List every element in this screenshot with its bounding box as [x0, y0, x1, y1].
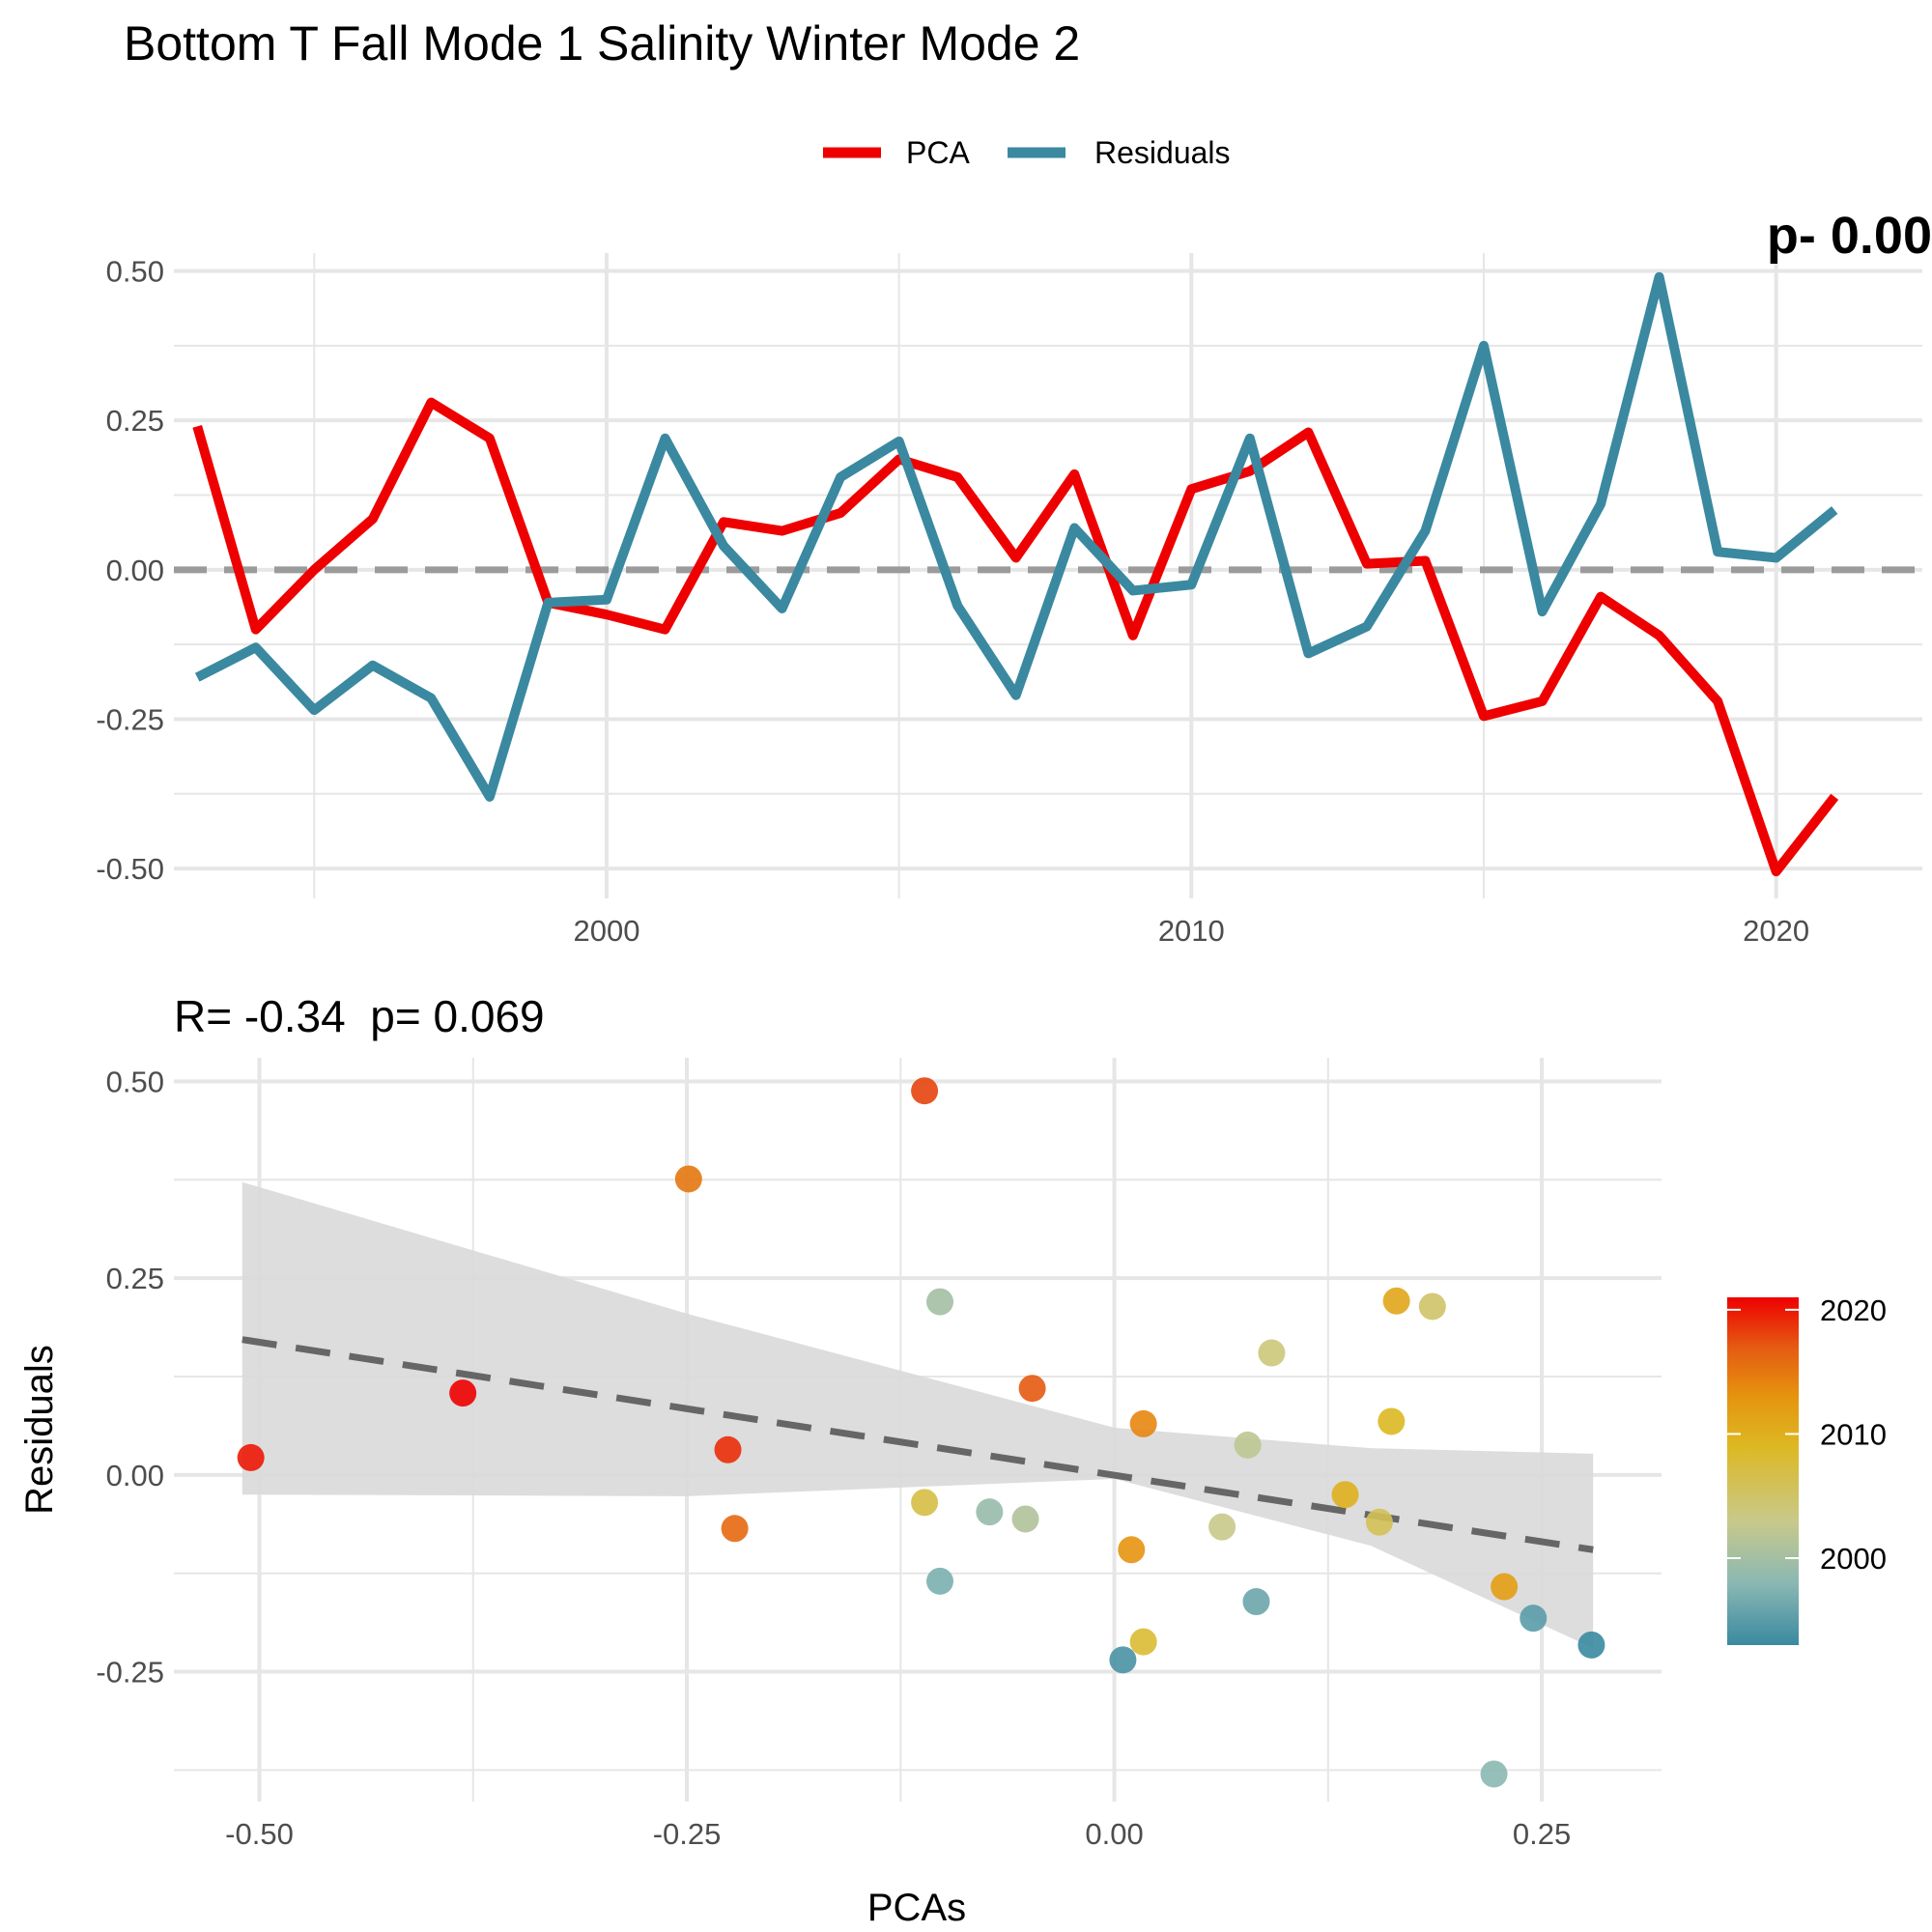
top-y-tick-labels: -0.50 -0.25 0.00 0.25 0.50 [96, 255, 164, 887]
scatter-points [237, 1077, 1605, 1788]
series-line-residuals [194, 271, 1838, 802]
scatter-point [1208, 1513, 1236, 1541]
x-axis-label: PCAs [867, 1887, 966, 1929]
legend-label-residuals: Residuals [1094, 135, 1231, 170]
top-y-tick-label: -0.25 [96, 702, 164, 736]
bottom-x-tick-label: 0.25 [1513, 1817, 1571, 1851]
scatter-title: R= -0.34 p= 0.069 [174, 991, 545, 1041]
legend: PCA Residuals [823, 135, 1231, 170]
scatter-point [237, 1443, 265, 1471]
scatter-point [1234, 1431, 1262, 1459]
scatter-point [1378, 1407, 1406, 1435]
timeseries-panel: -0.50 -0.25 0.00 0.25 0.50 2000 2010 2020 p- 0… [96, 207, 1932, 948]
scatter-point [1258, 1339, 1286, 1367]
scatter-point [721, 1515, 749, 1543]
scatter-point [1018, 1375, 1046, 1403]
scatter-point [1480, 1760, 1508, 1788]
bottom-x-tick-label: -0.25 [653, 1817, 722, 1851]
colorbar-tick-label: 2000 [1820, 1542, 1887, 1576]
colorbar-ticks: 2000 2010 2020 [1727, 1293, 1887, 1576]
scatter-point [1331, 1481, 1359, 1509]
top-gridlines [174, 253, 1922, 898]
series-line-pca [192, 397, 1839, 877]
scatter-point [1109, 1646, 1137, 1674]
colorbar [1727, 1297, 1799, 1645]
scatter-point [674, 1165, 702, 1193]
bottom-y-tick-label: 0.00 [106, 1459, 164, 1492]
scatter-point [449, 1379, 477, 1407]
regression-line [242, 1336, 1594, 1553]
bottom-y-tick-label: 0.50 [106, 1065, 164, 1098]
scatter-point [911, 1077, 939, 1105]
figure-title: Bottom T Fall Mode 1 Salinity Winter Mod… [124, 16, 1080, 71]
scatter-point [1382, 1287, 1410, 1315]
scatter-point [926, 1567, 954, 1595]
scatter-point [1491, 1573, 1519, 1601]
scatter-point [1418, 1293, 1446, 1321]
scatter-point [1011, 1505, 1039, 1533]
bottom-y-tick-labels: -0.25 0.00 0.25 0.50 [96, 1065, 164, 1689]
scatter-point [911, 1489, 939, 1517]
bottom-x-tick-labels: -0.50 -0.25 0.00 0.25 [225, 1817, 1571, 1851]
scatter-point [976, 1498, 1004, 1526]
y-axis-label: Residuals [18, 1345, 61, 1515]
top-x-tick-label: 2000 [573, 914, 639, 948]
top-y-tick-label: 0.00 [106, 554, 164, 587]
scatter-point [1129, 1409, 1157, 1437]
top-x-tick-label: 2020 [1743, 914, 1809, 948]
top-y-tick-label: 0.50 [106, 255, 164, 289]
top-x-tick-label: 2010 [1158, 914, 1225, 948]
scatter-point [926, 1288, 954, 1316]
bottom-y-tick-label: 0.25 [106, 1262, 164, 1295]
bottom-x-tick-label: -0.50 [225, 1817, 294, 1851]
colorbar-tick-label: 2020 [1820, 1293, 1887, 1327]
clipped-annotation: p- 0.00 [1767, 207, 1932, 265]
confidence-band [242, 1181, 1594, 1649]
scatter-panel: R= -0.34 p= 0.069 -0.25 0.00 0.25 0.50 -0.5… [18, 991, 1662, 1929]
scatter-point [1577, 1631, 1605, 1659]
bottom-x-tick-label: 0.00 [1085, 1817, 1143, 1851]
scatter-point [1520, 1605, 1548, 1633]
scatter-point [1242, 1588, 1270, 1616]
scatter-point [714, 1435, 742, 1463]
top-x-tick-labels: 2000 2010 2020 [573, 914, 1809, 948]
colorbar-tick-label: 2010 [1820, 1417, 1887, 1451]
scatter-point [1365, 1508, 1393, 1536]
legend-label-pca: PCA [906, 135, 970, 170]
colorbar-legend: 2000 2010 2020 [1727, 1293, 1887, 1645]
scatter-point [1118, 1536, 1146, 1564]
top-y-tick-label: -0.50 [96, 852, 164, 886]
bottom-y-tick-label: -0.25 [96, 1656, 164, 1690]
scatter-point [1129, 1628, 1157, 1656]
top-y-tick-label: 0.25 [106, 404, 164, 438]
